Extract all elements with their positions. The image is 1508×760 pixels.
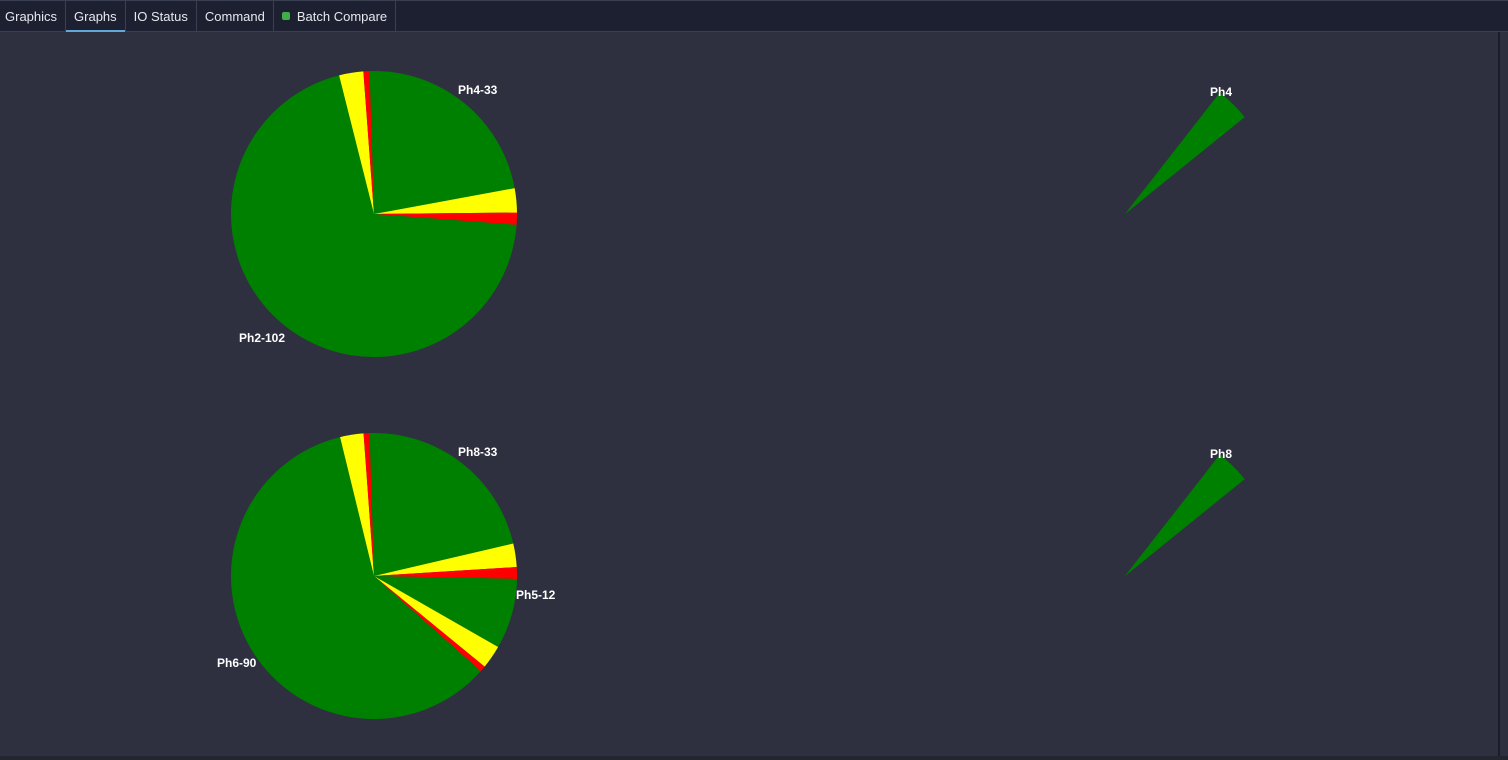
slice-label: Ph8-33 (458, 445, 498, 459)
pie-chart-3: Ph8-33 Ph5-12 Ph6-90 (217, 432, 556, 719)
pie-slice[interactable] (374, 576, 517, 648)
tab-graphics-label: Graphics (5, 8, 58, 24)
slice-label: Ph5-12 (516, 588, 556, 602)
tab-command[interactable]: Command (197, 1, 274, 31)
status-dot-icon (281, 12, 290, 20)
tab-graphics[interactable]: Graphics (0, 1, 67, 31)
pie-chart-1: Ph4-33 Ph2-102 (231, 70, 517, 358)
slice-label: Ph8 (1210, 447, 1232, 461)
tab-bar: Graphics Graphs IO Status Command Batch … (0, 0, 1508, 32)
tab-graphs[interactable]: Graphs (66, 1, 126, 32)
pie-slice[interactable] (369, 432, 514, 576)
pie-slice[interactable] (340, 433, 374, 576)
pie-slice[interactable] (1125, 454, 1245, 576)
pie-slice[interactable] (1125, 92, 1245, 214)
panel-bottom-border (0, 756, 1508, 760)
pie-slice[interactable] (363, 433, 374, 576)
tab-graphs-label: Graphs (74, 8, 117, 24)
pie-slice[interactable] (369, 70, 515, 215)
pie-slice[interactable] (374, 576, 485, 672)
pie-slice[interactable] (231, 437, 481, 719)
pie-slice[interactable] (374, 576, 499, 667)
tab-io-status[interactable]: IO Status (126, 1, 197, 31)
slice-label: Ph2-102 (239, 331, 285, 345)
slice-label: Ph6-90 (217, 656, 257, 670)
pie-slice[interactable] (363, 71, 374, 214)
tab-io-status-label: IO Status (133, 8, 188, 24)
tab-command-label: Command (204, 8, 265, 24)
pie-slice[interactable] (231, 75, 517, 358)
panel-right-border (1498, 32, 1500, 760)
pie-slice[interactable] (374, 212, 517, 225)
pie-slice[interactable] (339, 71, 374, 215)
pie-slice[interactable] (374, 543, 517, 576)
tab-batch-compare[interactable]: Batch Compare (274, 1, 397, 31)
slice-label: Ph4 (1210, 85, 1232, 99)
pie-chart-2: Ph4 (1125, 85, 1245, 214)
pie-slice[interactable] (374, 567, 518, 579)
pie-slice[interactable] (374, 188, 517, 214)
pie-chart-4: Ph8 (1125, 447, 1245, 576)
tab-batch-compare-label: Batch Compare (296, 8, 388, 24)
slice-label: Ph4-33 (458, 83, 498, 97)
